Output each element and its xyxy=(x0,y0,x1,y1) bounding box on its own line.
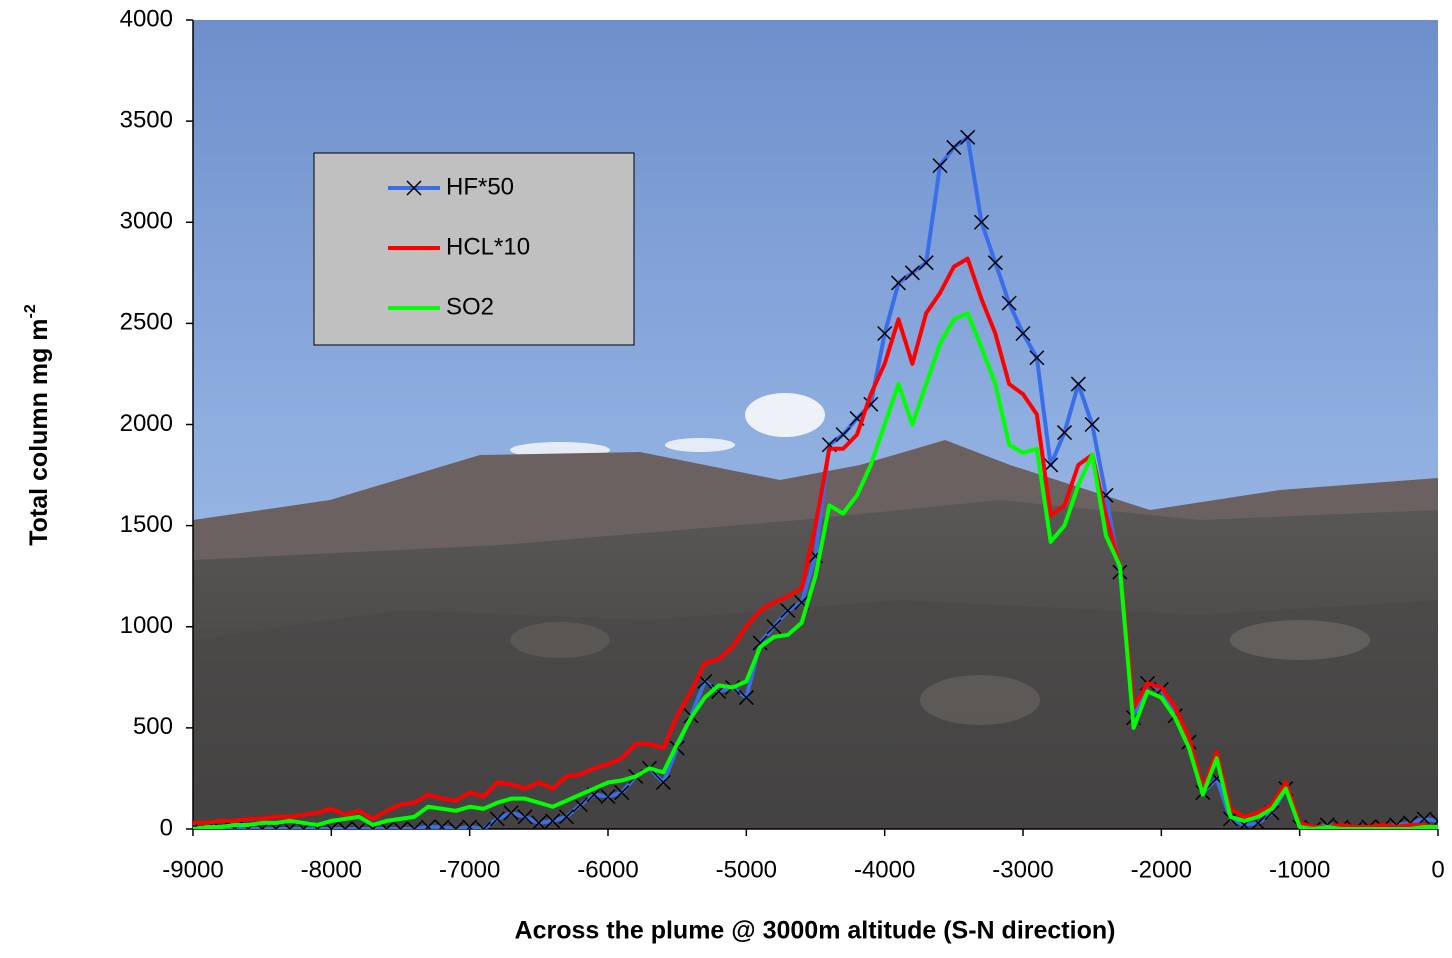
legend-label: HF*50 xyxy=(446,173,514,200)
point-marker xyxy=(448,821,464,829)
point-marker xyxy=(434,819,450,829)
point-marker xyxy=(614,785,630,801)
point-marker xyxy=(406,821,422,829)
x-tick-label: -3000 xyxy=(992,856,1053,883)
legend-label: SO2 xyxy=(446,293,494,320)
point-marker xyxy=(890,275,907,291)
point-marker xyxy=(835,427,851,443)
point-marker xyxy=(1084,416,1100,433)
point-marker xyxy=(475,821,492,829)
point-marker xyxy=(1375,819,1391,829)
point-marker xyxy=(503,805,519,821)
y-tick-label: 3000 xyxy=(120,208,173,235)
y-tick-label: 0 xyxy=(160,814,173,841)
x-axis-title: Across the plume @ 3000m altitude (S-N d… xyxy=(515,917,1116,945)
y-tick-label: 2500 xyxy=(120,309,173,336)
y-tick-label: 1500 xyxy=(120,511,173,538)
y-axis-title-superscript: -2 xyxy=(22,304,39,318)
point-marker xyxy=(1015,325,1031,342)
point-marker xyxy=(946,139,962,155)
x-tick-label: -4000 xyxy=(854,856,915,883)
point-marker xyxy=(1056,425,1073,441)
point-marker xyxy=(351,821,367,829)
y-axis-title: Total column mg m-2 xyxy=(22,304,52,546)
point-marker xyxy=(545,813,561,829)
point-marker xyxy=(655,774,671,791)
x-tick-label: -1000 xyxy=(1269,856,1330,883)
x-tick-label: -7000 xyxy=(439,856,500,883)
point-marker xyxy=(1333,819,1349,829)
x-tick-label: -2000 xyxy=(1131,856,1192,883)
point-marker xyxy=(1319,817,1335,829)
point-marker xyxy=(558,809,575,825)
point-marker xyxy=(572,797,588,813)
point-marker xyxy=(904,265,920,281)
point-marker xyxy=(531,815,547,829)
legend-label: HCL*10 xyxy=(446,233,530,260)
point-marker xyxy=(1070,376,1086,392)
legend: HF*50 HCL*10 SO2 xyxy=(313,152,635,346)
y-tick-label: 2000 xyxy=(120,410,173,437)
series-line xyxy=(193,311,1438,829)
plot-area xyxy=(193,129,1438,829)
point-marker xyxy=(932,158,948,174)
legend-box xyxy=(313,152,635,346)
point-marker xyxy=(973,214,990,230)
point-marker xyxy=(600,789,616,805)
point-marker xyxy=(780,603,796,619)
point-marker xyxy=(337,821,353,829)
point-marker xyxy=(392,821,409,829)
point-marker xyxy=(1388,817,1405,829)
x-tick-label: -6000 xyxy=(577,856,638,883)
y-tick-label: 4000 xyxy=(120,5,173,32)
point-marker xyxy=(1001,295,1017,311)
point-marker xyxy=(987,255,1003,271)
point-marker xyxy=(489,811,505,827)
point-marker xyxy=(918,255,934,271)
point-marker xyxy=(282,821,298,829)
x-tick-label: -5000 xyxy=(716,856,777,883)
photo-background xyxy=(193,20,1438,829)
point-marker xyxy=(517,809,533,825)
x-tick-label: -9000 xyxy=(162,856,223,883)
point-marker xyxy=(960,129,976,145)
point-marker xyxy=(877,325,893,342)
x-tick-label: 0 xyxy=(1431,856,1444,883)
y-tick-label: 1000 xyxy=(120,612,173,639)
point-marker xyxy=(420,819,436,829)
y-axis-title-main: Total column mg m xyxy=(25,318,53,545)
point-marker xyxy=(462,819,478,829)
y-tick-label: 500 xyxy=(133,713,173,740)
y-tick-label: 3500 xyxy=(120,106,173,133)
point-marker xyxy=(738,690,754,706)
point-marker xyxy=(766,619,782,635)
x-tick-label: -8000 xyxy=(301,856,362,883)
point-marker xyxy=(1029,350,1045,366)
legend-marker xyxy=(406,180,422,196)
point-marker xyxy=(752,635,768,651)
